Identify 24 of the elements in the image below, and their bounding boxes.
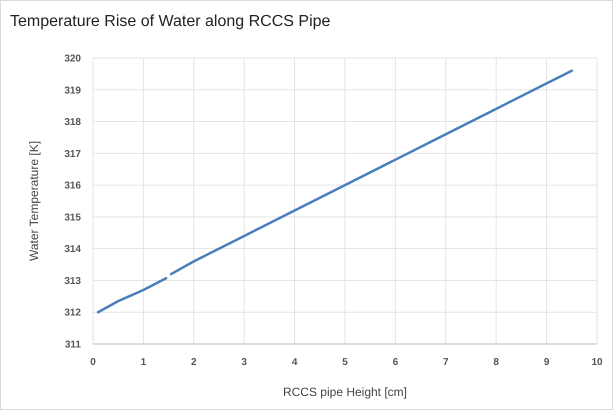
x-tick-label: 0 xyxy=(90,357,96,368)
x-tick-label: 9 xyxy=(544,357,550,368)
x-tick-label: 1 xyxy=(140,357,147,368)
x-tick-label: 7 xyxy=(443,357,450,368)
y-tick-label: 315 xyxy=(64,212,82,224)
x-tick-label: 8 xyxy=(493,357,500,368)
y-tick-label: 317 xyxy=(64,148,82,160)
y-tick-label: 319 xyxy=(64,85,82,96)
x-tick-label: 5 xyxy=(342,357,348,368)
y-tick-label: 314 xyxy=(64,244,82,256)
y-axis-title: Water Temperature [K] xyxy=(27,140,41,262)
x-axis-title: RCCS pipe Height [cm] xyxy=(282,385,408,399)
y-tick-label: 320 xyxy=(64,54,82,64)
y-tick-label: 311 xyxy=(64,340,82,350)
x-tick-label: 6 xyxy=(392,357,399,368)
x-tick-label: 4 xyxy=(292,357,298,368)
y-tick-label: 316 xyxy=(64,180,82,192)
chart-title: Temperature Rise of Water along RCCS Pipe xyxy=(10,13,331,30)
x-tick-label: 10 xyxy=(591,357,603,368)
x-tick-label: 3 xyxy=(241,357,248,368)
y-tick-label: 312 xyxy=(64,308,82,319)
y-tick-label: 318 xyxy=(64,117,82,128)
x-tick-label: 2 xyxy=(191,357,198,368)
y-tick-label: 313 xyxy=(64,276,82,287)
